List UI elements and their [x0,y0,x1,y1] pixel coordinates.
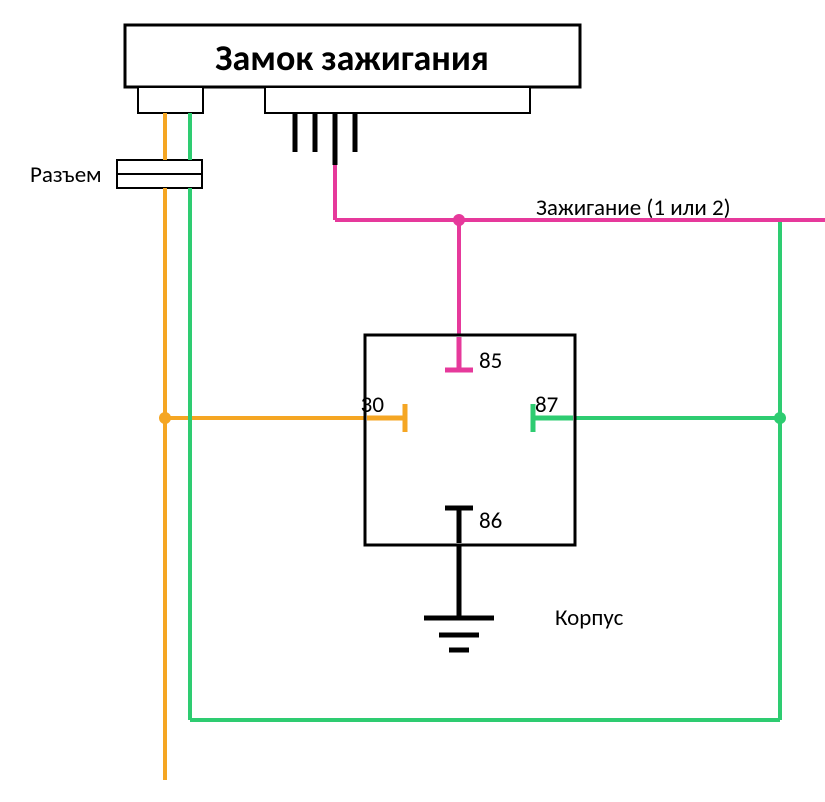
relay-pin-86-label: 86 [479,507,502,535]
ground-label: Корпус [555,604,624,632]
connector-pins [295,113,355,165]
relay-pin-30-label: 30 [361,391,385,419]
wiring-diagram: Замок зажигания Разъем Зажигание (1 или … [0,0,825,802]
relay-box: 85 30 87 86 [361,335,575,545]
relay-pin-87-label: 87 [535,391,558,419]
relay-pin-85-label: 85 [479,347,502,375]
ignition-lock-label: Замок зажигания [215,36,489,80]
ignition-tap-label: Зажигание (1 или 2) [536,194,731,222]
ground-symbol [424,545,494,650]
connector-small-box [138,87,203,113]
wire-magenta [335,165,825,335]
connector-large-box [265,87,530,113]
connector-label: Разъем [30,161,102,189]
ignition-lock-box: Замок зажигания [125,25,580,87]
fuse-box [117,113,202,780]
